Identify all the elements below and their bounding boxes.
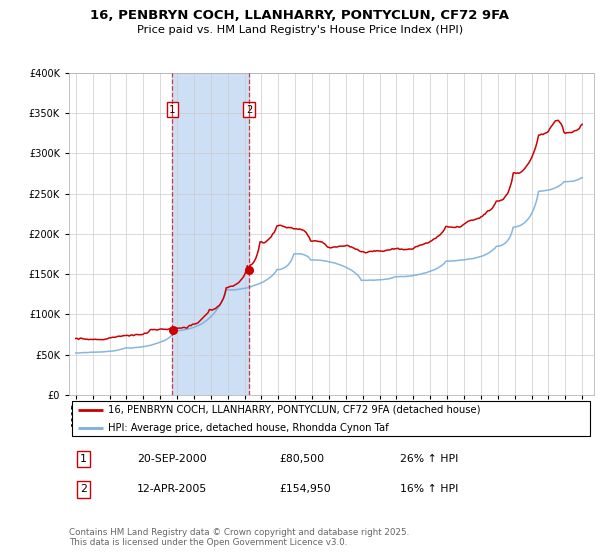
Text: 26% ↑ HPI: 26% ↑ HPI: [400, 454, 458, 464]
Text: HPI: Average price, detached house, Rhondda Cynon Taf: HPI: Average price, detached house, Rhon…: [109, 423, 389, 433]
Text: 16, PENBRYN COCH, LLANHARRY, PONTYCLUN, CF72 9FA (detached house): 16, PENBRYN COCH, LLANHARRY, PONTYCLUN, …: [109, 405, 481, 415]
Text: £154,950: £154,950: [279, 484, 331, 494]
Text: £80,500: £80,500: [279, 454, 324, 464]
Text: 2: 2: [80, 484, 87, 494]
Text: 20-SEP-2000: 20-SEP-2000: [137, 454, 207, 464]
Text: 1: 1: [169, 105, 175, 115]
Bar: [172, 73, 249, 395]
Text: 1: 1: [80, 454, 87, 464]
Text: 2: 2: [246, 105, 252, 115]
Text: Price paid vs. HM Land Registry's House Price Index (HPI): Price paid vs. HM Land Registry's House …: [137, 25, 463, 35]
Text: 12-APR-2005: 12-APR-2005: [137, 484, 208, 494]
Text: 16, PENBRYN COCH, LLANHARRY, PONTYCLUN, CF72 9FA: 16, PENBRYN COCH, LLANHARRY, PONTYCLUN, …: [91, 9, 509, 22]
FancyBboxPatch shape: [71, 402, 590, 436]
Text: Contains HM Land Registry data © Crown copyright and database right 2025.
This d: Contains HM Land Registry data © Crown c…: [69, 528, 409, 547]
Text: 16% ↑ HPI: 16% ↑ HPI: [400, 484, 458, 494]
